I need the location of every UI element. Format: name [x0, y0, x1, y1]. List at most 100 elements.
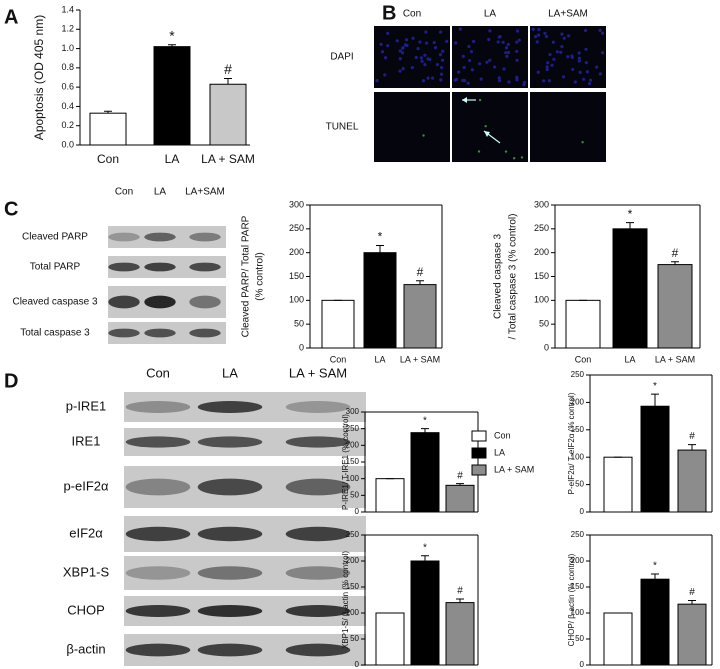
bar [153, 46, 191, 146]
nucleus [432, 40, 436, 45]
nucleus [421, 79, 426, 83]
y-tick-label: 0 [355, 660, 360, 669]
y-tick-label: 200 [346, 556, 360, 565]
y-tick-label: 250 [289, 223, 304, 233]
bar [321, 299, 355, 349]
nucleus [531, 27, 535, 31]
significance-marker: * [378, 230, 383, 244]
nucleus [431, 76, 435, 80]
y-axis-label: P-IRE1/ T-IRE1 (% control) [341, 414, 350, 510]
nucleus [512, 157, 516, 160]
nucleus [423, 53, 427, 57]
blot-band [125, 605, 191, 617]
nucleus [461, 78, 465, 83]
blot-band [189, 262, 221, 272]
significance-marker: * [423, 415, 427, 426]
nucleus [398, 49, 402, 53]
nucleus [380, 50, 385, 54]
blot-band [285, 478, 351, 496]
y-axis-label: Cleaved caspase 3 [493, 234, 504, 319]
blot-band [144, 328, 176, 338]
nucleus [504, 46, 509, 50]
nucleus [439, 72, 444, 76]
nucleus [598, 72, 602, 76]
blot-band [189, 232, 221, 242]
nucleus [398, 57, 402, 61]
nucleus [488, 29, 492, 33]
bar [445, 602, 475, 666]
bar [677, 449, 707, 513]
blot-band [285, 436, 351, 448]
blot-band [125, 478, 191, 496]
y-tick-label: 100 [346, 474, 360, 483]
nucleus [418, 40, 422, 44]
significance-marker: * [423, 542, 427, 553]
nucleus [422, 134, 425, 137]
blot-band [125, 566, 191, 580]
nucleus [544, 34, 549, 39]
x-tick-label: Con [330, 354, 347, 364]
nucleus [479, 77, 483, 81]
blot-band [197, 478, 263, 496]
blot-band [189, 295, 221, 309]
nucleus [470, 68, 474, 72]
nucleus [438, 53, 443, 57]
nucleus [504, 150, 508, 153]
nucleus [487, 37, 491, 42]
bar [410, 560, 440, 666]
nucleus [400, 46, 405, 50]
error-bar [688, 444, 696, 451]
nucleus [537, 33, 541, 37]
image-column-label: LA [484, 9, 497, 20]
y-tick-label: 150 [289, 271, 304, 281]
nucleus [457, 70, 461, 74]
blot-row-label: IRE1 [72, 433, 101, 448]
error-bar [168, 44, 176, 47]
y-axis-label: / Total caspase 3 (% control) [508, 214, 519, 340]
significance-marker: # [689, 431, 695, 442]
blot-row-label: CHOP [67, 602, 105, 617]
nucleus [522, 83, 526, 87]
nucleus [419, 56, 424, 60]
blot-band [285, 526, 351, 542]
nucleus [434, 46, 438, 50]
x-tick-label: LA [624, 354, 635, 364]
nucleus [386, 31, 390, 35]
bar [209, 83, 247, 146]
nucleus [560, 45, 564, 49]
nucleus [439, 78, 443, 82]
bar [657, 264, 693, 349]
blot-row-label: Cleaved PARP [22, 232, 88, 243]
nucleus [379, 42, 383, 46]
nucleus [423, 63, 427, 67]
y-tick-label: 0.0 [61, 139, 74, 149]
nucleus [515, 29, 520, 33]
error-bar [224, 77, 232, 85]
nucleus [560, 32, 564, 36]
micrograph [374, 92, 450, 162]
error-bar [456, 483, 464, 486]
x-tick-label: Con [575, 354, 592, 364]
blot-band [125, 526, 191, 542]
nucleus [570, 54, 574, 58]
nucleus [587, 81, 592, 86]
nucleus [585, 70, 590, 74]
y-tick-label: 0.8 [61, 62, 74, 72]
nucleus [507, 80, 511, 84]
blot-band [197, 605, 263, 617]
nucleus [600, 51, 605, 55]
nucleus [559, 50, 563, 54]
y-tick-label: 100 [289, 295, 304, 305]
error-bar [671, 261, 679, 265]
blot-band [189, 328, 221, 338]
nucleus [441, 49, 445, 53]
nucleus [411, 36, 415, 40]
y-tick-label: 50 [539, 319, 549, 329]
significance-marker: * [653, 561, 657, 572]
nucleus [515, 49, 519, 53]
nucleus [555, 50, 559, 54]
blot-band [125, 436, 191, 448]
arrow-head [462, 97, 467, 103]
nucleus [573, 80, 577, 84]
nucleus [583, 28, 588, 33]
